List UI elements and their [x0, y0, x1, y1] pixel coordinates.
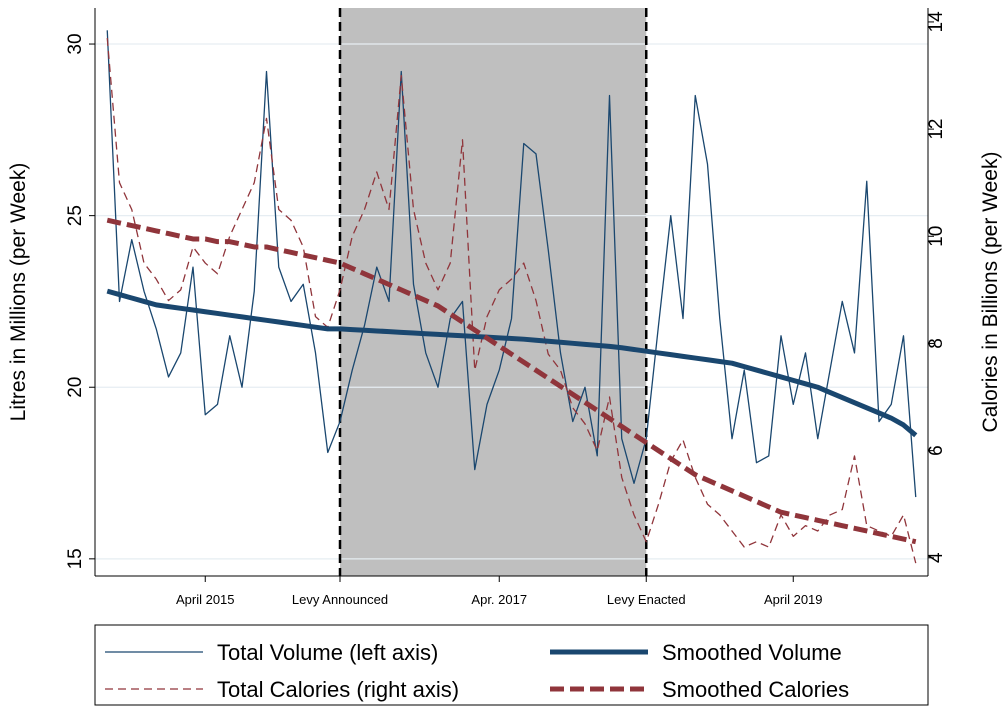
series-line	[106, 217, 917, 545]
y2-tick-label: 14	[926, 11, 947, 33]
x-tick-label: April 2015	[176, 592, 235, 607]
y2-tick-label: 4	[926, 552, 947, 563]
y2-tick-label: 10	[926, 226, 947, 247]
x-tick-label: April 2019	[764, 592, 823, 607]
y-tick-label: 30	[65, 33, 86, 54]
y-axis-label: Litres in Millions (per Week)	[7, 163, 30, 422]
y-tick-label: 15	[65, 548, 86, 569]
y2-tick-label: 8	[926, 338, 947, 349]
legend-label: Total Calories (right axis)	[217, 677, 459, 702]
y2-tick-label: 6	[926, 445, 947, 456]
y2-tick-label: 12	[926, 119, 947, 140]
y-tick-label: 20	[65, 377, 86, 398]
x-tick-label: Levy Announced	[292, 592, 388, 607]
legend-box	[94, 624, 929, 706]
legend-label: Smoothed Calories	[662, 677, 849, 702]
y2-axis-label: Calories in Billions (per Week)	[979, 152, 1002, 433]
series-line	[106, 30, 917, 498]
series-line	[106, 288, 918, 438]
x-tick-label: Apr. 2017	[471, 592, 527, 607]
legend-label: Total Volume (left axis)	[217, 640, 438, 665]
y-tick-label: 25	[65, 205, 86, 226]
series-line	[106, 37, 917, 564]
shaded-region	[340, 8, 647, 576]
x-tick-label: Levy Enacted	[607, 592, 686, 607]
legend-label: Smoothed Volume	[662, 640, 842, 665]
